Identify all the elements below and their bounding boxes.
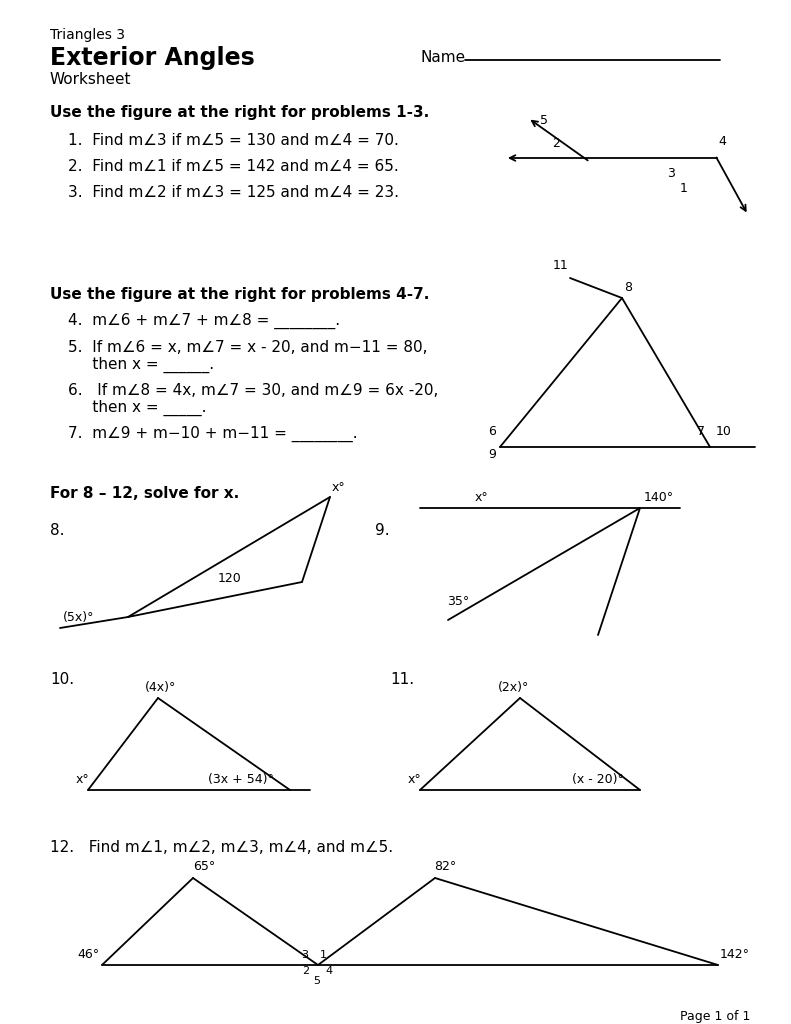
Text: x°: x° [76, 773, 89, 786]
Text: then x = ______.: then x = ______. [68, 357, 214, 373]
Text: 4: 4 [325, 966, 332, 976]
Text: 5: 5 [540, 114, 548, 127]
Text: Worksheet: Worksheet [50, 72, 131, 87]
Text: 7.  m∠9 + m−10 + m−11 = ________.: 7. m∠9 + m−10 + m−11 = ________. [68, 426, 358, 442]
Text: 12.   Find m∠1, m∠2, m∠3, m∠4, and m∠5.: 12. Find m∠1, m∠2, m∠3, m∠4, and m∠5. [50, 840, 393, 855]
Text: 3.  Find m∠2 if m∠3 = 125 and m∠4 = 23.: 3. Find m∠2 if m∠3 = 125 and m∠4 = 23. [68, 185, 399, 200]
Text: Name: Name [420, 50, 465, 66]
Text: Exterior Angles: Exterior Angles [50, 46, 255, 70]
Text: 1: 1 [320, 950, 327, 961]
Text: 1: 1 [680, 182, 688, 195]
Text: 2: 2 [552, 137, 560, 150]
Text: 6.   If m∠8 = 4x, m∠7 = 30, and m∠9 = 6x -20,: 6. If m∠8 = 4x, m∠7 = 30, and m∠9 = 6x -… [68, 383, 438, 398]
Text: 8.: 8. [50, 523, 65, 538]
Text: 140°: 140° [644, 490, 674, 504]
Text: Use the figure at the right for problems 1-3.: Use the figure at the right for problems… [50, 105, 430, 120]
Text: (5x)°: (5x)° [63, 611, 94, 624]
Text: 4.  m∠6 + m∠7 + m∠8 = ________.: 4. m∠6 + m∠7 + m∠8 = ________. [68, 313, 340, 329]
Text: x°: x° [475, 490, 489, 504]
Text: 82°: 82° [434, 860, 456, 873]
Text: 7: 7 [697, 425, 705, 438]
Text: 142°: 142° [720, 948, 750, 961]
Text: then x = _____.: then x = _____. [68, 400, 206, 416]
Text: 4: 4 [718, 135, 726, 148]
Text: 3: 3 [301, 950, 308, 961]
Text: 2: 2 [302, 966, 309, 976]
Text: 5.  If m∠6 = x, m∠7 = x - 20, and m−11 = 80,: 5. If m∠6 = x, m∠7 = x - 20, and m−11 = … [68, 340, 427, 355]
Text: Triangles 3: Triangles 3 [50, 28, 125, 42]
Text: (3x + 54)°: (3x + 54)° [208, 773, 274, 786]
Text: 65°: 65° [193, 860, 215, 873]
Text: 9: 9 [488, 449, 496, 461]
Text: 8: 8 [624, 281, 632, 294]
Text: 9.: 9. [375, 523, 390, 538]
Text: Page 1 of 1: Page 1 of 1 [680, 1010, 751, 1023]
Text: (x - 20)°: (x - 20)° [572, 773, 624, 786]
Text: For 8 – 12, solve for x.: For 8 – 12, solve for x. [50, 486, 239, 501]
Text: x°: x° [332, 481, 346, 494]
Text: 120: 120 [218, 571, 242, 585]
Text: 35°: 35° [447, 595, 469, 608]
Text: 2.  Find m∠1 if m∠5 = 142 and m∠4 = 65.: 2. Find m∠1 if m∠5 = 142 and m∠4 = 65. [68, 159, 399, 174]
Text: 11.: 11. [390, 672, 414, 687]
Text: 10: 10 [716, 425, 732, 438]
Text: (2x)°: (2x)° [498, 681, 529, 694]
Text: 6: 6 [488, 425, 496, 438]
Text: Use the figure at the right for problems 4-7.: Use the figure at the right for problems… [50, 287, 430, 302]
Text: 3: 3 [667, 167, 675, 180]
Text: 10.: 10. [50, 672, 74, 687]
Text: 5: 5 [313, 976, 320, 986]
Text: 11: 11 [552, 259, 568, 272]
Text: 1.  Find m∠3 if m∠5 = 130 and m∠4 = 70.: 1. Find m∠3 if m∠5 = 130 and m∠4 = 70. [68, 133, 399, 148]
Text: 46°: 46° [78, 948, 100, 961]
Text: x°: x° [408, 773, 422, 786]
Text: (4x)°: (4x)° [145, 681, 176, 694]
